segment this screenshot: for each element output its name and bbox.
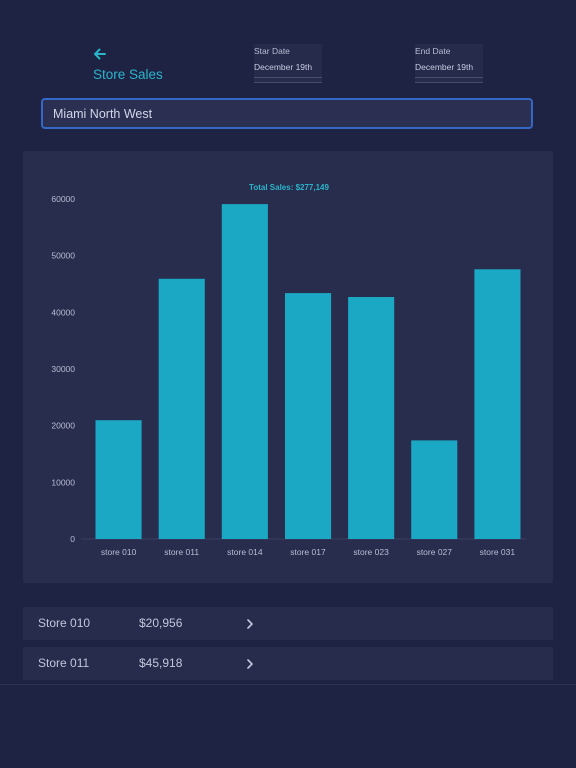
- start-date-picker[interactable]: Star Date December 19th: [254, 44, 322, 83]
- x-tick-label: store 027: [417, 547, 453, 557]
- bottom-divider: [0, 684, 576, 685]
- start-date-value: December 19th: [254, 62, 313, 72]
- store-name: Store 010: [38, 616, 91, 630]
- end-date-value: December 19th: [415, 62, 474, 72]
- sales-chart-card: Total Sales: $277,149 0 10000 20000 30000 40…: [23, 151, 553, 583]
- y-tick-label: 20000: [51, 421, 75, 431]
- bar-store-027[interactable]: [411, 440, 458, 539]
- y-tick-label: 40000: [51, 307, 75, 317]
- store-sales-amount: $45,918: [139, 656, 183, 670]
- bar-store-017[interactable]: [285, 293, 332, 539]
- store-sales-amount: $20,956: [139, 616, 183, 630]
- end-date-picker[interactable]: End Date December 19th: [415, 44, 483, 83]
- sales-bar-chart: Total Sales: $277,149 0 10000 20000 30000 40…: [51, 183, 526, 557]
- store-list-row[interactable]: Store 010 $20,956: [23, 607, 553, 640]
- arrow-left-icon: [94, 48, 106, 60]
- bar-store-023[interactable]: [348, 297, 395, 539]
- end-date-label: End Date: [415, 46, 451, 56]
- back-button[interactable]: [90, 44, 110, 64]
- store-list-row[interactable]: Store 011 $45,918: [23, 647, 553, 680]
- end-date-underline: [415, 77, 483, 78]
- start-date-underline: [254, 77, 322, 78]
- x-tick-label: store 017: [290, 547, 326, 557]
- bar-store-010[interactable]: [95, 420, 142, 539]
- page-title: Store Sales: [93, 67, 163, 82]
- y-tick-label: 60000: [51, 194, 75, 204]
- y-tick-label: 0: [70, 534, 75, 544]
- chevron-right-icon: [247, 659, 253, 669]
- x-tick-label: store 023: [353, 547, 389, 557]
- chart-title: Total Sales: $277,149: [249, 183, 329, 192]
- x-tick-label: store 011: [164, 547, 199, 557]
- store-name: Store 011: [38, 656, 90, 670]
- chevron-right-icon: [247, 619, 253, 629]
- bar-store-014[interactable]: [221, 204, 268, 539]
- x-tick-label: store 010: [101, 547, 137, 557]
- bar-store-031[interactable]: [474, 269, 521, 539]
- y-tick-label: 30000: [51, 364, 75, 374]
- x-tick-label: store 031: [480, 547, 516, 557]
- x-tick-label: store 014: [227, 547, 263, 557]
- y-tick-label: 10000: [51, 477, 75, 487]
- store-search-input[interactable]: [41, 98, 533, 129]
- bar-store-011[interactable]: [158, 278, 205, 539]
- y-tick-label: 50000: [51, 251, 75, 261]
- start-date-label: Star Date: [254, 46, 290, 56]
